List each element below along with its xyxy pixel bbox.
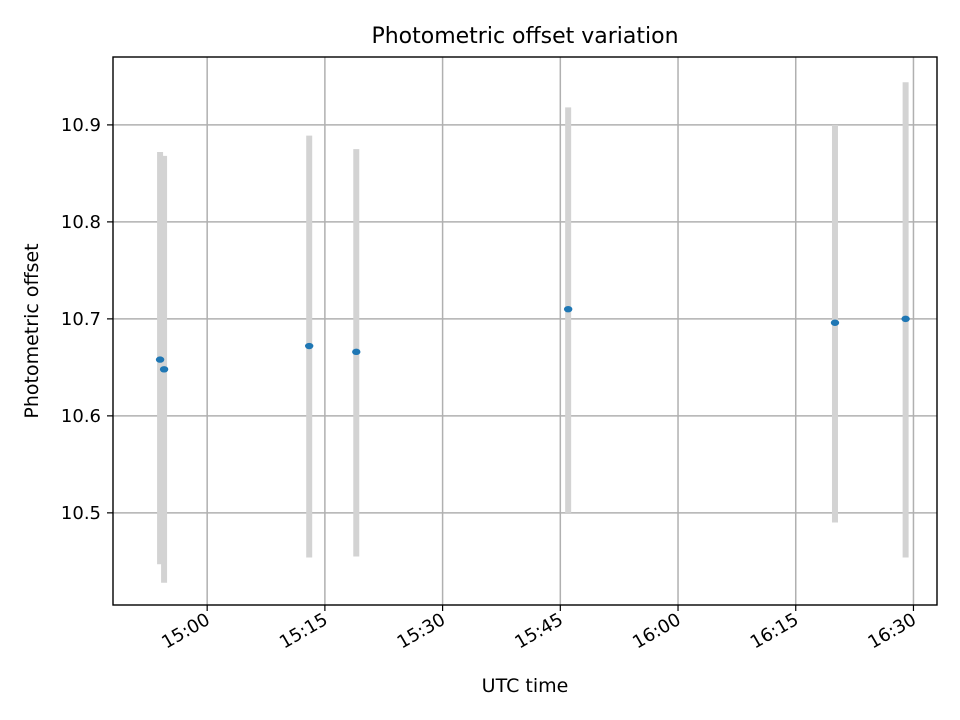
chart-title: Photometric offset variation (371, 24, 678, 49)
y-tick-label: 10.8 (61, 212, 101, 233)
y-tick-label: 10.7 (61, 309, 101, 330)
y-tick-label: 10.5 (61, 503, 101, 524)
x-axis-label: UTC time (482, 675, 569, 697)
y-tick-label: 10.6 (61, 406, 101, 427)
y-tick-label: 10.9 (61, 115, 101, 136)
data-point (830, 319, 840, 326)
data-points (155, 305, 910, 373)
grid (113, 57, 937, 605)
data-point (563, 305, 573, 313)
data-point (304, 342, 314, 350)
data-point (155, 356, 165, 363)
y-axis-ticks: 10.5 10.6 10.7 10.8 10.9 (61, 115, 113, 524)
data-point (352, 348, 361, 356)
y-axis-label: Photometric offset (21, 243, 43, 418)
data-point (159, 366, 169, 373)
data-point (901, 315, 910, 323)
plot-frame (112, 56, 938, 606)
